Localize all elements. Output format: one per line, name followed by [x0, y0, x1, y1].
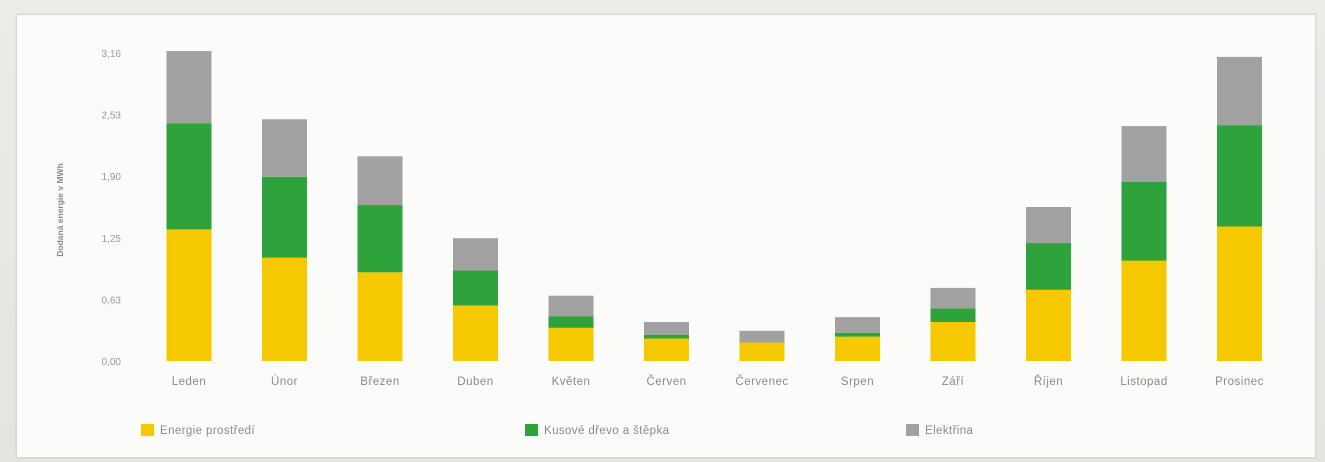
bar-segment	[1217, 125, 1262, 227]
bars	[166, 51, 1262, 361]
bar-segment	[739, 330, 785, 343]
bar-stack	[548, 295, 594, 361]
bar-segment	[930, 322, 976, 361]
bar-stack	[644, 322, 689, 361]
y-tick-label: 0,63	[102, 295, 122, 306]
x-tick-label: Září	[942, 376, 965, 388]
x-tick-label: Říjen	[1034, 375, 1063, 388]
bar-segment	[835, 317, 880, 333]
x-axis-labels: Leden Únor Březen Duben Květen Červen Červenec…	[172, 375, 1264, 388]
x-tick-label: Květen	[552, 376, 591, 388]
bar-stack	[1026, 207, 1071, 361]
x-tick-label: Červen	[646, 375, 686, 388]
stacked-bar-chart: Dodaná energie v MWh 0,00 0,63 1,25 1,90 2,5…	[55, 49, 1264, 437]
legend-swatch	[141, 424, 154, 436]
bar-segment	[453, 270, 498, 306]
bar-stack	[835, 317, 880, 361]
legend-item: Kusové dřevo a štěpka	[525, 424, 670, 437]
bar-segment	[835, 332, 880, 337]
bar-stack	[739, 330, 785, 361]
bar-segment	[166, 51, 212, 124]
x-tick-label: Duben	[457, 376, 493, 388]
bar-segment	[262, 119, 307, 177]
bar-stack	[453, 238, 498, 361]
bar-segment	[357, 156, 403, 206]
bar-segment	[739, 342, 785, 361]
bar-stack	[1121, 126, 1167, 361]
bar-segment	[166, 229, 212, 361]
y-tick-label: 1,25	[102, 234, 122, 245]
legend-label: Kusové dřevo a štěpka	[544, 425, 670, 437]
x-tick-label: Březen	[360, 376, 399, 388]
bar-stack	[930, 287, 976, 361]
bar-segment	[166, 123, 212, 230]
bar-segment	[1217, 56, 1262, 126]
bar-segment	[548, 295, 594, 317]
bar-stack	[262, 119, 307, 361]
y-tick-label: 2,53	[102, 111, 122, 122]
x-tick-label: Listopad	[1120, 376, 1167, 388]
bar-segment	[262, 176, 307, 258]
bar-segment	[1026, 289, 1071, 361]
legend-item: Energie prostředí	[141, 424, 255, 437]
bar-segment	[644, 338, 689, 361]
bar-segment	[1217, 226, 1262, 361]
bar-stack	[357, 156, 403, 361]
bar-segment	[835, 336, 880, 361]
legend-swatch	[906, 424, 919, 436]
bar-segment	[453, 238, 498, 271]
bar-segment	[548, 327, 594, 361]
y-tick-label: 1,90	[102, 172, 122, 183]
bar-segment	[930, 308, 976, 323]
bar-segment	[453, 305, 498, 361]
bar-segment	[548, 316, 594, 328]
x-tick-label: Prosinec	[1215, 376, 1264, 388]
legend: Energie prostředí Kusové dřevo a štěpka El…	[141, 424, 974, 437]
legend-label: Elektřina	[925, 425, 974, 437]
y-axis-ticks: 0,00 0,63 1,25 1,90 2,53 3,16	[102, 49, 122, 368]
legend-swatch	[525, 424, 538, 436]
bar-segment	[1026, 207, 1071, 244]
x-tick-label: Červenec	[735, 375, 788, 388]
bar-segment	[930, 287, 976, 309]
chart-card: Dodaná energie v MWh 0,00 0,63 1,25 1,90 2,5…	[16, 14, 1316, 458]
x-tick-label: Srpen	[841, 376, 874, 388]
x-tick-label: Leden	[172, 376, 206, 388]
bar-segment	[357, 205, 403, 273]
bar-segment	[644, 322, 689, 335]
y-tick-label: 0,00	[102, 357, 122, 368]
bar-segment	[1121, 181, 1167, 261]
bar-segment	[1121, 126, 1167, 182]
bar-stack	[166, 51, 212, 361]
bar-segment	[357, 272, 403, 361]
x-tick-label: Únor	[271, 375, 298, 388]
bar-segment	[1026, 243, 1071, 290]
bar-segment	[262, 257, 307, 361]
y-tick-label: 3,16	[102, 49, 122, 60]
y-axis-label: Dodaná energie v MWh	[55, 163, 65, 257]
legend-label: Energie prostředí	[160, 425, 255, 437]
bar-stack	[1217, 56, 1262, 361]
legend-item: Elektřina	[906, 424, 974, 437]
bar-segment	[1121, 260, 1167, 361]
bar-segment	[644, 334, 689, 339]
